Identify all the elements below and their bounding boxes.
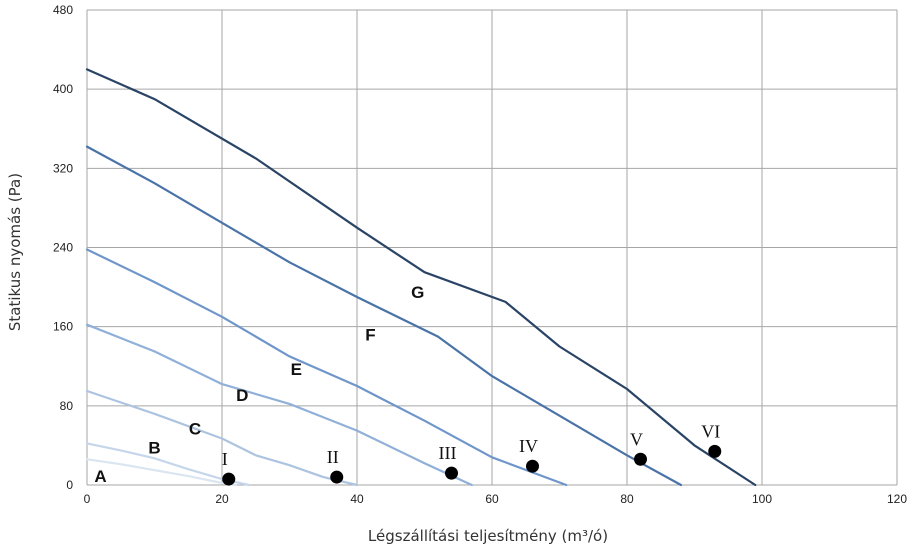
- grid: [86, 9, 898, 486]
- operating-points: I II III IV V VI: [222, 421, 722, 486]
- x-tick-label: 40: [350, 492, 364, 506]
- curve-label-e: E: [291, 360, 302, 379]
- x-tick-label: 80: [620, 492, 634, 506]
- curve-label-a: A: [94, 467, 106, 486]
- series-line-f: [85, 145, 683, 487]
- y-tick-label: 480: [53, 3, 73, 17]
- operating-point-label: II: [327, 447, 339, 467]
- operating-point-label: VI: [701, 421, 720, 441]
- series-line-e: [85, 248, 568, 487]
- tick-labels: 0 20 40 60 80 100 120 0 80 160 240 320 400 480: [53, 3, 907, 506]
- x-tick-label: 0: [84, 492, 91, 506]
- x-tick-label: 120: [887, 492, 907, 506]
- operating-point-marker: [634, 452, 647, 466]
- operating-point-label: V: [630, 429, 643, 449]
- operating-point-marker: [330, 470, 344, 484]
- curve-label-f: F: [365, 326, 375, 345]
- series-line-g: [85, 68, 757, 487]
- curve-label-b: B: [148, 438, 160, 457]
- y-tick-label: 80: [60, 399, 74, 413]
- operating-point-marker: [526, 459, 539, 473]
- operating-point-label: III: [439, 443, 457, 463]
- x-tick-label: 60: [485, 492, 499, 506]
- series-line-c: [85, 389, 359, 487]
- operating-point-label: I: [222, 449, 228, 469]
- operating-point-marker: [445, 466, 458, 480]
- curve-labels: A B C D E F G: [94, 283, 424, 486]
- curve-label-c: C: [189, 420, 201, 439]
- operating-point-label: IV: [519, 436, 538, 456]
- y-tick-label: 320: [53, 161, 73, 175]
- y-tick-label: 0: [66, 478, 73, 492]
- series-group: [85, 68, 757, 487]
- operating-point-marker: [708, 444, 722, 458]
- y-tick-label: 240: [53, 241, 73, 255]
- series-line-d: [85, 323, 473, 487]
- x-tick-label: 20: [215, 492, 229, 506]
- y-tick-label: 400: [53, 82, 73, 96]
- x-tick-label: 100: [752, 492, 772, 506]
- y-axis-title: Statikus nyomás (Pa): [6, 173, 24, 331]
- curve-label-d: D: [236, 386, 248, 405]
- y-tick-label: 160: [53, 320, 73, 334]
- operating-point-marker: [222, 472, 236, 486]
- x-axis-title: Légszállítási teljesítmény (m³/ó): [368, 527, 608, 545]
- curve-label-g: G: [411, 283, 424, 302]
